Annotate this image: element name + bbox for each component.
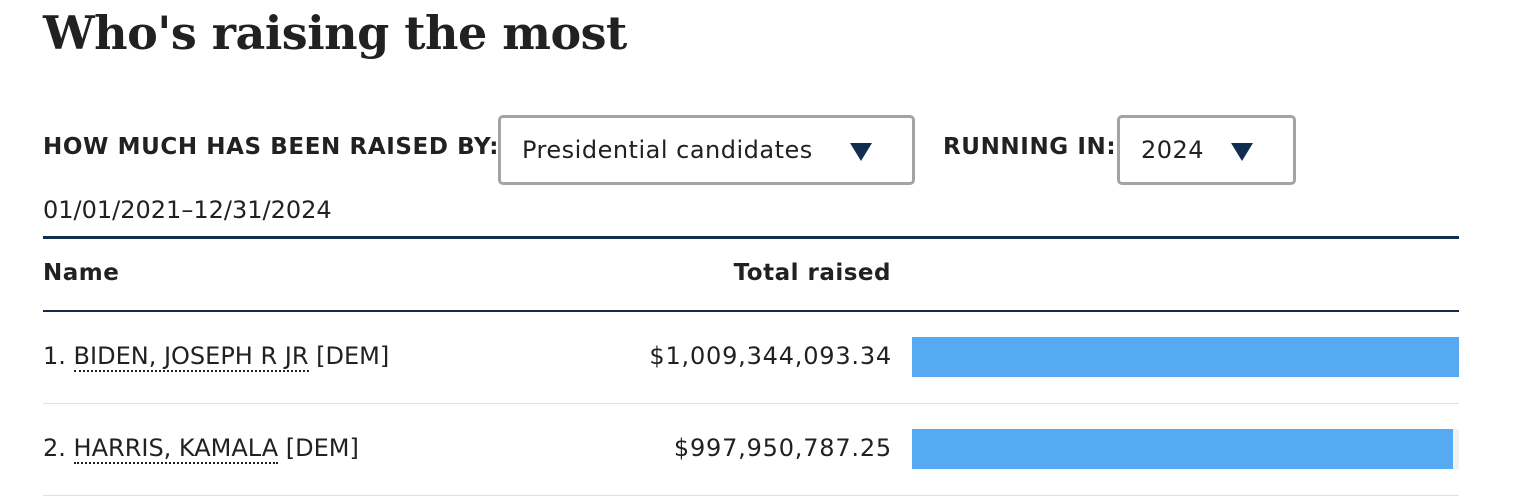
candidate-party: [DEM] (285, 434, 359, 462)
row-divider (43, 403, 1459, 404)
candidate-rank: 1. (43, 342, 66, 370)
raised-by-value: Presidential candidates (522, 136, 813, 164)
candidate-cell: 2. HARRIS, KAMALA [DEM] (43, 434, 359, 464)
table-header-rule (43, 310, 1459, 312)
candidate-party: [DEM] (316, 342, 390, 370)
candidate-link[interactable]: HARRIS, KAMALA (73, 434, 279, 464)
bar-fill (912, 337, 1459, 377)
total-raised-value: $1,009,344,093.34 (649, 342, 892, 370)
page-title: Who's raising the most (43, 6, 627, 60)
caret-down-icon (1231, 143, 1253, 161)
total-raised-value: $997,950,787.25 (673, 434, 892, 462)
column-header-total-raised: Total raised (733, 260, 891, 286)
table-row: 2. HARRIS, KAMALA [DEM] $997,950,787.25 (43, 404, 1459, 496)
column-header-name: Name (43, 260, 120, 286)
raised-by-label: HOW MUCH HAS BEEN RAISED BY: (43, 134, 500, 160)
running-in-value: 2024 (1141, 136, 1205, 164)
candidate-rank: 2. (43, 434, 66, 462)
bar-track (912, 337, 1459, 377)
bar-track (912, 429, 1459, 469)
table-row: 1. BIDEN, JOSEPH R JR [DEM] $1,009,344,0… (43, 312, 1459, 404)
raised-by-select[interactable]: Presidential candidates (498, 115, 915, 185)
row-divider (43, 495, 1459, 496)
bar-fill (912, 429, 1453, 469)
date-range: 01/01/2021–12/31/2024 (43, 196, 332, 224)
candidate-link[interactable]: BIDEN, JOSEPH R JR (73, 342, 309, 372)
caret-down-icon (850, 143, 872, 161)
running-in-select[interactable]: 2024 (1117, 115, 1296, 185)
running-in-label: RUNNING IN: (943, 134, 1117, 160)
table-top-rule (43, 236, 1459, 239)
candidate-cell: 1. BIDEN, JOSEPH R JR [DEM] (43, 342, 390, 372)
